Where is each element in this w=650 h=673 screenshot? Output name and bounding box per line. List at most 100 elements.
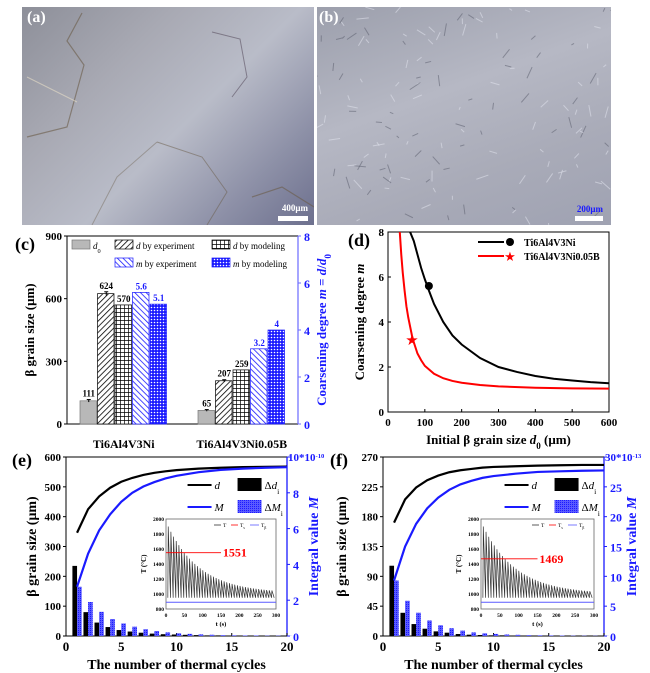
f-inset-xtick-label: 0 xyxy=(480,613,483,619)
e-bar-delta-d xyxy=(116,630,122,636)
d-xlabel: Initial β grain size d0 (μm) xyxy=(426,432,571,451)
f-bar-delta-m xyxy=(493,633,499,636)
texture-stroke xyxy=(580,125,587,138)
f-inset-frame xyxy=(480,518,595,610)
d-xtick-label: 500 xyxy=(564,417,581,429)
c-legend-label-part: by modeling xyxy=(240,259,288,269)
e-legend-swatch-dm xyxy=(237,500,262,513)
c-ytick-right-label: 4 xyxy=(304,324,310,338)
f-bar-delta-d xyxy=(400,612,406,636)
f-bar-delta-m xyxy=(394,580,399,636)
e-legend-label-dm-part: Δ xyxy=(265,502,272,514)
texture-stroke xyxy=(396,135,400,139)
f-bar-delta-m xyxy=(548,635,554,636)
texture-stroke xyxy=(519,175,526,185)
texture-stroke xyxy=(390,94,396,102)
e-bar-delta-d xyxy=(160,634,166,636)
f-inset-xtick-label: 250 xyxy=(571,613,580,619)
f-line-d xyxy=(393,463,604,524)
texture-stroke xyxy=(357,160,363,171)
e-inset-legend-label-ts-part: T xyxy=(240,523,244,529)
texture-stroke xyxy=(382,176,392,184)
texture-stroke xyxy=(588,104,592,117)
c-ylabel-right-part: / xyxy=(314,265,329,270)
c-legend-label: m by experiment xyxy=(136,259,197,269)
c-bar xyxy=(215,380,233,425)
e-bar-delta-m xyxy=(132,626,137,636)
e-bar-delta-d xyxy=(149,633,155,636)
texture-stroke xyxy=(405,59,409,69)
f-ytick-right-label: 15 xyxy=(610,541,622,555)
e-legend-label-dd-part: d xyxy=(272,480,278,492)
e-legend-label-dm-part: M xyxy=(271,502,282,514)
c-legend-label-part: m xyxy=(136,259,143,269)
e-ytick-label: 300 xyxy=(45,542,62,554)
e-bar-delta-m xyxy=(77,586,82,636)
c-bar xyxy=(232,369,250,425)
d-legend-label: Ti6Al4V3Ni0.05B xyxy=(524,252,600,263)
e-bar-delta-d xyxy=(216,635,221,636)
texture-stroke xyxy=(504,64,512,68)
d-xlabel-part: Initial β grain size xyxy=(426,432,530,447)
e-legend-label-d-part: d xyxy=(215,480,221,492)
d-xtick-label: 600 xyxy=(601,417,618,429)
e-line-m xyxy=(76,466,288,588)
c-legend-swatch xyxy=(114,257,134,268)
panel-label-b: (b) xyxy=(319,9,339,26)
c-ytick-right-label: 0 xyxy=(304,418,310,432)
f-ytick-right-label: 10 xyxy=(610,570,622,584)
f-inset-xtick-label: 50 xyxy=(497,613,503,619)
texture-stroke xyxy=(425,178,431,183)
texture-stroke xyxy=(412,94,423,100)
texture-stroke xyxy=(530,35,536,40)
e-bar-delta-m xyxy=(88,601,93,636)
c-legend-swatch xyxy=(114,239,134,250)
f-bar-delta-d xyxy=(389,565,395,636)
texture-stroke xyxy=(489,150,498,154)
d-ytick-label: 0 xyxy=(379,407,385,419)
c-legend-label-part: d xyxy=(233,241,238,251)
panel-e: (e) 0 5 10 15 2001002003004005006000246810*1… xyxy=(12,450,325,673)
e-ytick-label: 600 xyxy=(45,452,62,464)
texture-stroke xyxy=(428,26,436,33)
f-line-m xyxy=(393,469,605,581)
f-bar-delta-m xyxy=(460,630,465,636)
e-bar-delta-m xyxy=(143,629,148,636)
texture-stroke xyxy=(492,102,495,110)
texture-stroke xyxy=(416,76,421,79)
d-ytick-label: 2 xyxy=(379,362,385,374)
e-ylabel: β grain size (μm) xyxy=(25,496,40,597)
e-inset-ylabel: T (°C) xyxy=(140,554,148,573)
texture-stroke xyxy=(384,153,387,159)
texture-stroke xyxy=(467,14,475,19)
e-inset-xtick-label: 100 xyxy=(199,613,208,619)
c-ylabel-right-part: Coarsening degree xyxy=(314,299,329,406)
panel-label-a: (a) xyxy=(27,9,46,26)
f-ytick-label: 135 xyxy=(362,542,379,554)
texture-stroke xyxy=(358,35,365,47)
e-inset-ytick-label: 1400 xyxy=(153,562,164,568)
e-inset-legend-label-tb-part: T xyxy=(261,523,265,529)
scale-bar-label-a: 400μm xyxy=(281,203,308,213)
c-ylabel-right-part: d xyxy=(314,258,329,265)
texture-stroke xyxy=(356,17,369,20)
c-ylabel-right: Coarsening degree m = d/d0 xyxy=(314,254,333,406)
texture-stroke xyxy=(317,123,324,128)
panel-f: (f) 0 5 10 15 200459013518022527005101520253… xyxy=(330,450,642,673)
e-inset-xtick-label: 200 xyxy=(235,613,244,619)
texture-stroke xyxy=(512,209,517,214)
texture-stroke xyxy=(602,7,606,12)
e-bar-delta-m xyxy=(242,635,248,636)
texture-stroke xyxy=(379,167,386,171)
texture-stroke xyxy=(460,128,465,133)
texture-stroke xyxy=(524,216,531,225)
texture-stroke xyxy=(400,176,411,181)
c-data-label: 4 xyxy=(275,319,280,329)
texture-stroke xyxy=(468,98,473,101)
texture-stroke xyxy=(416,56,422,62)
c-ylabel: β grain size (μm) xyxy=(22,283,37,376)
c-legend-label: d by modeling xyxy=(233,241,285,251)
f-inset-ytick-label: 1800 xyxy=(468,532,479,538)
panel-c: (c) 0 300 600 900 0 2 4 6 8 β grain size (μm) Coar… xyxy=(15,230,333,451)
e-line-d xyxy=(76,465,288,534)
